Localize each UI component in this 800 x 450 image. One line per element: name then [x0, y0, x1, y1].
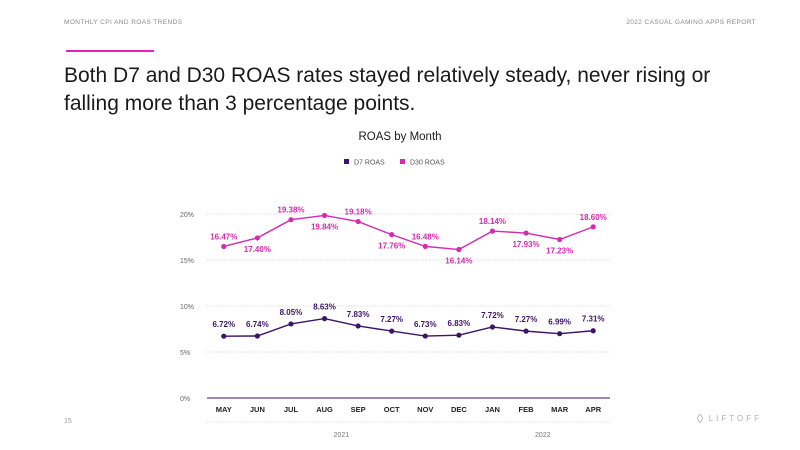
d7-point-jul: [288, 321, 294, 327]
d7-data-label-apr: 7.31%: [582, 315, 605, 324]
d7-series-line: [223, 317, 594, 337]
d7-point-jun: [254, 333, 260, 339]
d30-point-may: [221, 243, 227, 250]
year-label-2022: 2022: [535, 432, 551, 439]
legend-label-0: D7 ROAS: [354, 160, 385, 167]
legend-swatch-0: [344, 159, 349, 164]
logo-wordmark: LIFTOFF: [708, 414, 762, 423]
d30-data-label-sep: 19.18%: [345, 208, 372, 217]
d7-data-label-feb: 7.27%: [515, 315, 538, 324]
x-tick-label-dec: DEC: [451, 405, 467, 414]
d30-data-label-nov: 16.48%: [412, 232, 439, 241]
d7-point-oct: [389, 328, 395, 334]
d7-data-label-sep: 7.83%: [347, 310, 370, 319]
x-tick-label-jan: JAN: [485, 405, 500, 414]
x-tick-label-feb: FEB: [519, 405, 535, 414]
d7-data-label-dec: 6.83%: [448, 319, 471, 328]
d7-data-label-jun: 6.74%: [246, 320, 269, 329]
d7-data-label-aug: 8.63%: [313, 303, 336, 312]
d30-point-jun: [254, 235, 260, 241]
y-tick-label-4: 20%: [180, 212, 194, 219]
d7-data-label-jan: 7.72%: [481, 311, 504, 320]
chart-title: ROAS by Month: [358, 131, 441, 143]
d30-point-oct: [389, 232, 395, 238]
d30-data-label-jan: 18.14%: [479, 217, 506, 226]
d7-point-jan: [489, 324, 496, 330]
d30-point-aug: [321, 212, 328, 219]
d7-point-apr: [590, 328, 596, 334]
header-report-title: 2022 CASUAL GAMING APPS REPORT: [626, 19, 756, 26]
d30-point-dec: [456, 246, 462, 253]
d30-data-label-aug: 19.84%: [311, 222, 338, 231]
liftoff-logo: LIFTOFF: [696, 414, 762, 423]
d7-point-sep: [355, 323, 361, 329]
d30-data-label-may: 16.47%: [210, 232, 237, 241]
d30-point-mar: [557, 236, 563, 243]
d7-point-mar: [557, 331, 563, 337]
x-tick-label-jun: JUN: [250, 405, 265, 414]
d30-point-nov: [422, 243, 428, 249]
x-tick-label-aug: AUG: [316, 405, 333, 414]
d30-point-feb: [523, 230, 529, 236]
legend-label-1: D30 ROAS: [410, 160, 445, 167]
d30-data-label-jul: 19.38%: [277, 206, 304, 215]
x-tick-label-may: MAY: [216, 405, 232, 414]
d7-data-label-may: 6.72%: [212, 320, 235, 329]
y-tick-label-0: 0%: [180, 396, 190, 403]
header-section-title: MONTHLY CPI AND ROAS TRENDS: [64, 19, 183, 26]
d30-data-label-dec: 16.14%: [445, 257, 472, 266]
y-tick-label-2: 10%: [180, 304, 194, 311]
accent-rule: [66, 50, 154, 52]
d7-point-feb: [523, 328, 529, 334]
x-tick-label-apr: APR: [585, 405, 601, 414]
d7-data-label-oct: 7.27%: [380, 315, 403, 324]
year-label-2021: 2021: [334, 432, 350, 439]
d30-point-apr: [590, 224, 596, 230]
d7-point-dec: [456, 332, 462, 338]
x-tick-label-nov: NOV: [417, 405, 433, 414]
x-tick-label-mar: MAR: [551, 405, 569, 414]
y-tick-label-1: 5%: [180, 350, 190, 357]
d30-data-label-mar: 17.23%: [546, 246, 573, 255]
x-tick-label-sep: SEP: [351, 405, 366, 414]
d30-data-label-jun: 17.40%: [244, 245, 271, 254]
d30-point-jul: [288, 217, 294, 223]
legend-swatch-1: [400, 159, 405, 164]
d7-data-label-nov: 6.73%: [414, 320, 437, 329]
page-headline: Both D7 and D30 ROAS rates stayed relati…: [64, 64, 711, 115]
page-number: 15: [64, 418, 72, 425]
y-tick-label-3: 15%: [180, 258, 194, 265]
d7-data-label-jul: 8.05%: [280, 308, 303, 317]
x-tick-label-oct: OCT: [384, 405, 400, 414]
d30-point-jan: [489, 228, 496, 234]
d30-data-label-feb: 17.93%: [512, 240, 539, 249]
d7-data-label-mar: 6.99%: [548, 318, 571, 327]
x-tick-label-jul: JUL: [284, 405, 299, 414]
d30-data-label-apr: 18.60%: [580, 213, 607, 222]
d7-point-may: [221, 333, 227, 339]
d7-point-nov: [422, 333, 428, 339]
d30-series-line: [223, 214, 594, 251]
liftoff-logo-icon: [696, 414, 703, 423]
d30-point-sep: [355, 218, 361, 225]
d7-point-aug: [321, 316, 328, 322]
d30-data-label-oct: 17.76%: [378, 242, 405, 251]
